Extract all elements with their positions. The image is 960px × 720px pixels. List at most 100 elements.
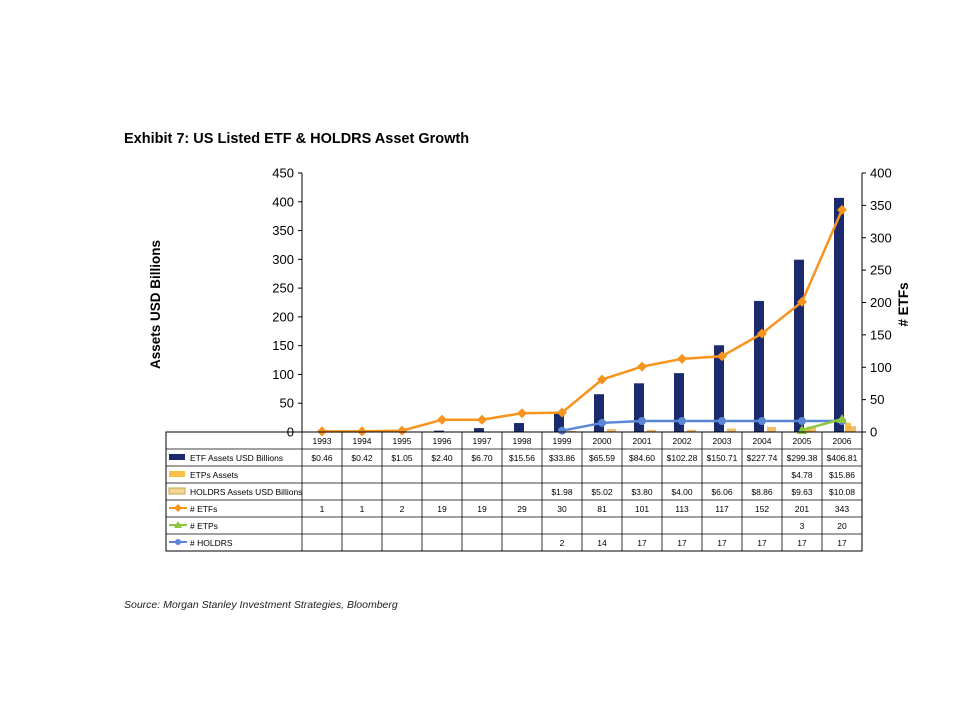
right-tick-label: 250 bbox=[870, 263, 892, 278]
left-tick-label: 150 bbox=[272, 338, 294, 353]
etfs-count-point bbox=[477, 414, 487, 425]
data-label: 201 bbox=[795, 504, 809, 514]
bar-etf-assets bbox=[434, 430, 444, 432]
bar-etf-assets bbox=[834, 197, 844, 432]
data-label: $4.00 bbox=[671, 487, 693, 497]
data-label: $102.28 bbox=[667, 453, 698, 463]
holdrs-count-point bbox=[758, 416, 766, 425]
data-label: 30 bbox=[557, 504, 567, 514]
legend-key-etps-marker bbox=[174, 521, 182, 528]
data-label: 17 bbox=[837, 538, 847, 548]
data-label: $4.78 bbox=[791, 470, 813, 480]
x-tick-label: 1994 bbox=[353, 436, 372, 446]
bar-holdrs-assets bbox=[807, 426, 816, 432]
legend-key-etf-assets bbox=[169, 454, 185, 460]
data-label: 20 bbox=[837, 521, 847, 531]
right-tick-label: 150 bbox=[870, 327, 892, 342]
x-tick-label: 2004 bbox=[753, 436, 772, 446]
bar-holdrs-assets bbox=[727, 428, 736, 432]
data-label: 2 bbox=[400, 504, 405, 514]
data-label: $0.42 bbox=[351, 453, 373, 463]
data-label: 19 bbox=[477, 504, 487, 514]
data-label: 19 bbox=[437, 504, 447, 514]
holdrs-count-point bbox=[638, 416, 646, 425]
data-label: 29 bbox=[517, 504, 527, 514]
right-tick-label: 100 bbox=[870, 360, 892, 375]
data-label: 14 bbox=[597, 538, 607, 548]
bar-etf-assets bbox=[714, 345, 724, 432]
data-label: $65.59 bbox=[589, 453, 615, 463]
data-label: $1.98 bbox=[551, 487, 573, 497]
bar-holdrs-assets bbox=[607, 429, 616, 432]
bar-holdrs-assets bbox=[847, 426, 856, 432]
data-label: 113 bbox=[675, 504, 689, 514]
bar-etf-assets bbox=[674, 373, 684, 432]
legend-key-etps-assets bbox=[169, 471, 185, 477]
bar-etf-assets bbox=[634, 383, 644, 432]
x-tick-label: 1998 bbox=[513, 436, 532, 446]
data-label: $15.86 bbox=[829, 470, 855, 480]
bar-etf-assets bbox=[754, 300, 764, 432]
bar-holdrs-assets bbox=[767, 426, 776, 432]
holdrs-count-line bbox=[561, 419, 842, 432]
bar-holdrs-assets bbox=[567, 430, 576, 432]
data-label: $406.81 bbox=[827, 453, 858, 463]
data-label: 1 bbox=[320, 504, 325, 514]
data-label: $2.40 bbox=[431, 453, 453, 463]
data-label: $0.46 bbox=[311, 453, 333, 463]
data-label: $8.86 bbox=[751, 487, 773, 497]
left-tick-label: 300 bbox=[272, 252, 294, 267]
y2-axis-title: # ETFs bbox=[896, 282, 911, 326]
right-tick-label: 200 bbox=[870, 295, 892, 310]
source-note: Source: Morgan Stanley Investment Strate… bbox=[124, 599, 398, 611]
data-label: $6.06 bbox=[711, 487, 733, 497]
x-tick-label: 2005 bbox=[793, 436, 812, 446]
bar-etf-assets bbox=[514, 423, 524, 432]
x-tick-label: 2000 bbox=[593, 436, 612, 446]
data-label: 152 bbox=[755, 504, 769, 514]
left-tick-label: 100 bbox=[272, 367, 294, 382]
data-label: 17 bbox=[637, 538, 647, 548]
data-label: 17 bbox=[677, 538, 687, 548]
holdrs-count-point bbox=[598, 418, 606, 427]
data-label: 2 bbox=[560, 538, 565, 548]
legend-label: ETPs Assets bbox=[190, 470, 238, 480]
data-label: $5.02 bbox=[591, 487, 613, 497]
x-tick-label: 1996 bbox=[433, 436, 452, 446]
left-tick-label: 250 bbox=[272, 281, 294, 296]
etfs-count-point bbox=[637, 361, 647, 372]
y-axis-title: Assets USD Billions bbox=[148, 240, 163, 369]
x-tick-label: 2006 bbox=[833, 436, 852, 446]
x-tick-label: 2002 bbox=[673, 436, 692, 446]
x-tick-label: 1995 bbox=[393, 436, 412, 446]
data-label: $9.63 bbox=[791, 487, 813, 497]
data-label: 1 bbox=[360, 504, 365, 514]
data-label: 101 bbox=[635, 504, 649, 514]
legend-label: HOLDRS Assets USD Billions bbox=[190, 487, 302, 497]
right-tick-label: 50 bbox=[870, 392, 884, 407]
right-tick-label: 300 bbox=[870, 230, 892, 245]
holdrs-count-point bbox=[718, 416, 726, 425]
left-tick-label: 200 bbox=[272, 309, 294, 324]
bar-etf-assets bbox=[594, 394, 604, 432]
x-tick-label: 1997 bbox=[473, 436, 492, 446]
right-tick-label: 400 bbox=[870, 166, 892, 181]
data-label: 17 bbox=[797, 538, 807, 548]
data-label: 343 bbox=[835, 504, 849, 514]
data-label: 117 bbox=[715, 504, 729, 514]
data-label: $10.08 bbox=[829, 487, 855, 497]
data-label: $1.05 bbox=[391, 453, 413, 463]
data-label: $150.71 bbox=[707, 453, 738, 463]
etfs-count-point bbox=[437, 414, 447, 425]
etfs-count-point bbox=[757, 328, 767, 339]
chart-title: Exhibit 7: US Listed ETF & HOLDRS Asset … bbox=[124, 131, 470, 147]
etfs-count-line bbox=[322, 209, 844, 433]
bar-holdrs-assets bbox=[647, 429, 656, 432]
etps-count-point bbox=[837, 414, 847, 424]
data-label: $15.56 bbox=[509, 453, 535, 463]
left-tick-label: 450 bbox=[272, 166, 294, 181]
x-tick-label: 2003 bbox=[713, 436, 732, 446]
etfs-count-point bbox=[397, 425, 407, 436]
